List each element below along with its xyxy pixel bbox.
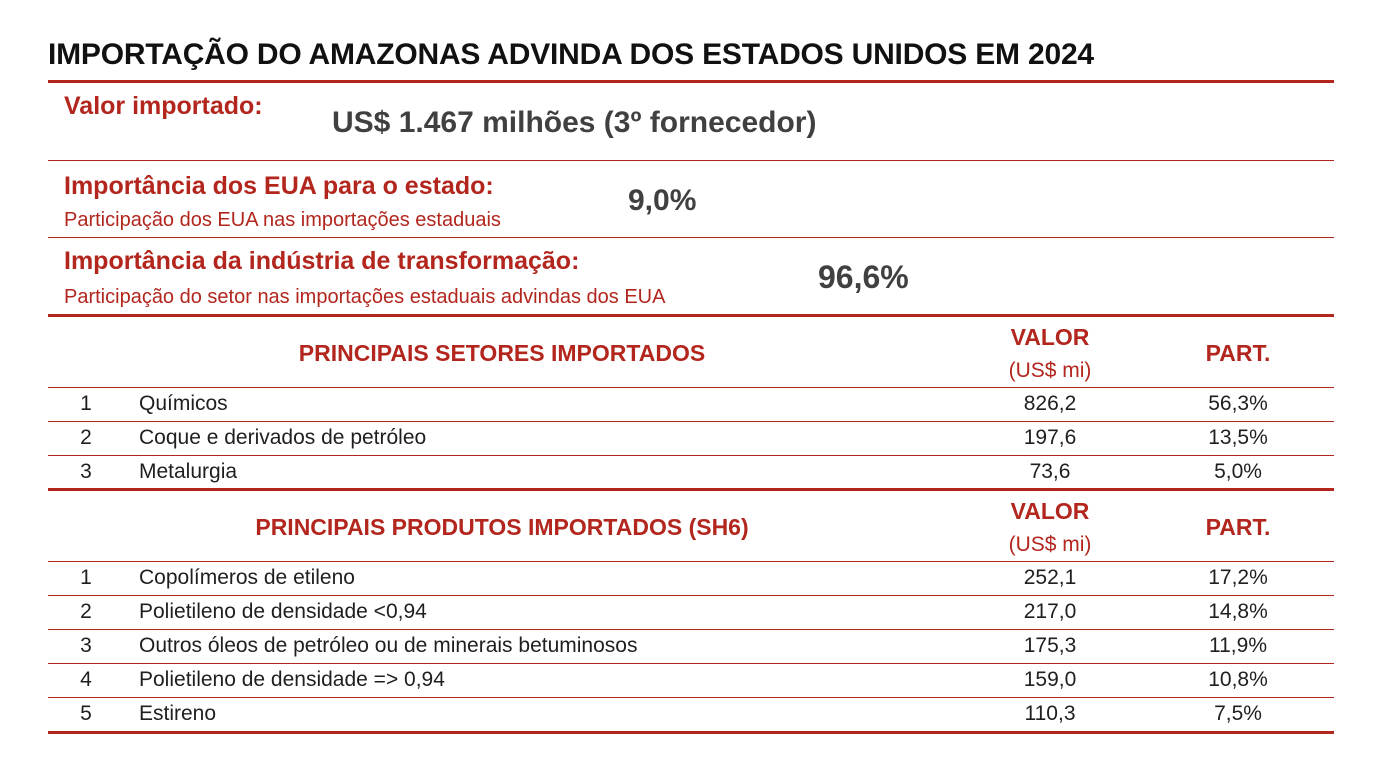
products-part-header: PART. (1205, 514, 1271, 540)
sector-valor: 826,2 (1023, 392, 1077, 415)
sector-valor: 197,6 (1023, 426, 1077, 449)
divider (48, 561, 1334, 562)
row-divider (48, 455, 1334, 456)
section-divider (48, 488, 1334, 491)
row-divider (48, 663, 1334, 664)
products-heading: PRINCIPAIS PRODUTOS IMPORTADOS (SH6) (255, 514, 749, 540)
sectors-part-header: PART. (1205, 340, 1271, 366)
importancia-industria-sublabel: Participação do setor nas importações es… (64, 286, 666, 308)
divider (48, 237, 1334, 238)
sector-part: 56,3% (1208, 392, 1268, 415)
product-part: 10,8% (1208, 668, 1268, 691)
product-valor: 252,1 (1023, 566, 1077, 589)
bottom-divider (48, 731, 1334, 734)
product-valor: 159,0 (1023, 668, 1077, 691)
product-name: Copolímeros de etileno (139, 566, 355, 589)
product-valor: 175,3 (1023, 634, 1077, 657)
product-name: Estireno (139, 702, 217, 725)
products-valor-header: VALOR (1010, 498, 1090, 524)
row-divider (48, 629, 1334, 630)
importancia-industria-label: Importância da indústria de transformaçã… (64, 247, 580, 275)
sectors-valor-header: VALOR (1010, 324, 1090, 350)
sectors-heading: PRINCIPAIS SETORES IMPORTADOS (298, 340, 706, 366)
product-valor: 217,0 (1023, 600, 1077, 623)
product-rank: 1 (80, 566, 92, 589)
divider (48, 160, 1334, 161)
sector-name: Metalurgia (139, 460, 238, 483)
product-valor: 110,3 (1024, 702, 1076, 725)
product-rank: 3 (80, 634, 92, 657)
products-unit-header: (US$ mi) (1008, 533, 1092, 556)
importancia-eua-value: 9,0% (628, 184, 697, 217)
row-divider (48, 595, 1334, 596)
product-name: Outros óleos de petróleo ou de minerais … (139, 634, 638, 657)
row-divider (48, 697, 1334, 698)
importancia-eua-sublabel: Participação dos EUA nas importações est… (64, 209, 501, 231)
sector-rank: 3 (80, 460, 92, 483)
sector-part: 13,5% (1208, 426, 1268, 449)
title-divider (48, 80, 1334, 83)
product-part: 7,5% (1214, 702, 1262, 725)
section-divider (48, 314, 1334, 317)
product-name: Polietileno de densidade <0,94 (139, 600, 427, 623)
product-name: Polietileno de densidade => 0,94 (139, 668, 445, 691)
product-rank: 4 (80, 668, 92, 691)
sector-name: Químicos (139, 392, 228, 415)
product-part: 11,9% (1209, 634, 1267, 657)
product-rank: 2 (80, 600, 92, 623)
product-part: 17,2% (1208, 566, 1268, 589)
valor-importado-label: Valor importado: (64, 92, 263, 120)
importancia-eua-label: Importância dos EUA para o estado: (64, 172, 494, 200)
valor-importado-value: US$ 1.467 milhões (3º fornecedor) (332, 106, 817, 139)
product-rank: 5 (80, 702, 92, 725)
sector-name: Coque e derivados de petróleo (139, 426, 427, 449)
product-part: 14,8% (1208, 600, 1268, 623)
row-divider (48, 421, 1334, 422)
sector-valor: 73,6 (1029, 460, 1071, 483)
page-title: IMPORTAÇÃO DO AMAZONAS ADVINDA DOS ESTAD… (48, 38, 1094, 71)
divider (48, 387, 1334, 388)
importancia-industria-value: 96,6% (818, 259, 909, 295)
sector-rank: 2 (80, 426, 92, 449)
sector-rank: 1 (80, 392, 92, 415)
sector-part: 5,0% (1214, 460, 1262, 483)
sectors-unit-header: (US$ mi) (1008, 359, 1092, 382)
